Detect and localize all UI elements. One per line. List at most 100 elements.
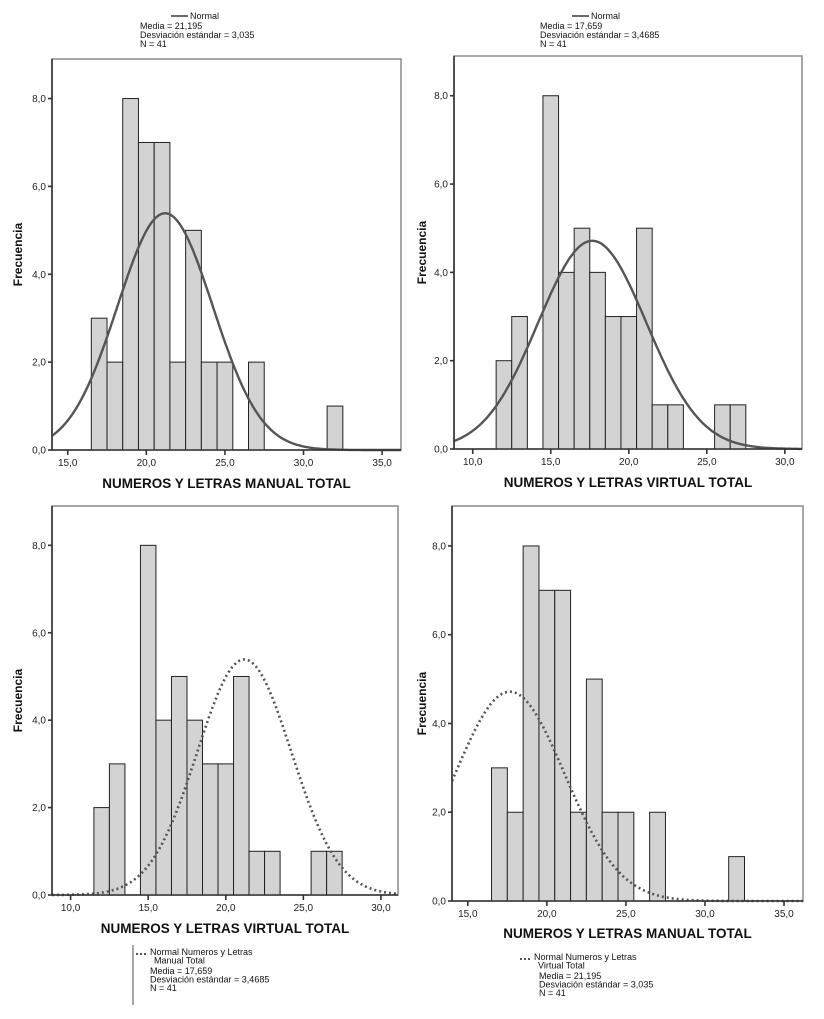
legend-entry: Manual Total bbox=[154, 956, 205, 966]
x-tick-label: 25,0 bbox=[697, 457, 717, 468]
y-tick-label: 8,0 bbox=[434, 91, 448, 102]
y-tick-label: 4,0 bbox=[434, 268, 448, 279]
histogram-bar bbox=[728, 856, 746, 902]
histogram-bar bbox=[506, 811, 524, 902]
histogram-bar bbox=[636, 227, 653, 450]
y-tick-label: 6,0 bbox=[432, 630, 446, 641]
y-tick-label: 4,0 bbox=[32, 716, 46, 727]
histogram-bar bbox=[620, 316, 638, 450]
x-tick-label: 30,0 bbox=[775, 457, 795, 468]
y-tick-label: 8,0 bbox=[32, 94, 46, 105]
histogram-bar bbox=[108, 763, 126, 896]
y-axis-title: Frecuencia bbox=[11, 668, 25, 732]
x-tick-label: 20,0 bbox=[137, 458, 157, 469]
histogram-bar bbox=[604, 316, 622, 450]
normal-curve bbox=[450, 690, 803, 903]
chart-panel-manual-total-vs-virtual-normal: 0,0 2,0 4,0 6,0 8,0 15,0 20,0 25,0 30,0 35,0 NUMER… bbox=[415, 505, 804, 998]
y-axis-title: Frecuencia bbox=[11, 222, 25, 286]
histogram-bar bbox=[106, 361, 124, 451]
x-tick-label: 15,0 bbox=[541, 457, 561, 468]
legend-stat: Media = 17,659 bbox=[150, 966, 212, 976]
y-tick-label: 6,0 bbox=[434, 180, 448, 191]
legend-entry: Normal Numeros y Letras bbox=[150, 947, 253, 957]
x-axis-title: NUMEROS Y LETRAS VIRTUAL TOTAL bbox=[504, 475, 753, 490]
y-tick-label: 8,0 bbox=[432, 541, 446, 552]
legend-stat: Media = 21,195 bbox=[539, 971, 601, 981]
histogram-bar bbox=[522, 545, 540, 902]
histogram-bar bbox=[714, 404, 731, 450]
histogram-bar bbox=[90, 317, 108, 451]
y-tick-label: 2,0 bbox=[32, 803, 46, 814]
histogram-bar bbox=[570, 811, 587, 902]
histogram-bar bbox=[573, 227, 591, 450]
y-axis-title: Frecuencia bbox=[415, 220, 429, 284]
normal-curve bbox=[453, 239, 802, 451]
x-tick-label: 15,0 bbox=[138, 903, 158, 914]
legend-stat: Media = 17,659 bbox=[540, 21, 602, 31]
y-tick-label: 8,0 bbox=[32, 541, 46, 552]
histogram-bar bbox=[122, 98, 139, 451]
y-tick-label: 0,0 bbox=[32, 446, 46, 457]
histogram-bar bbox=[170, 675, 188, 896]
histogram-bar bbox=[233, 675, 250, 896]
y-tick-label: 2,0 bbox=[432, 808, 446, 819]
x-tick-label: 30,0 bbox=[371, 903, 391, 914]
x-axis-title: NUMEROS Y LETRAS MANUAL TOTAL bbox=[503, 926, 752, 941]
legend-entry: Virtual Total bbox=[538, 961, 585, 971]
legend-stat: N = 41 bbox=[140, 39, 167, 49]
y-tick-label: 0,0 bbox=[432, 897, 446, 908]
x-tick-label: 10,0 bbox=[61, 903, 81, 914]
y-tick-label: 2,0 bbox=[32, 358, 46, 369]
legend-entry: Normal bbox=[190, 11, 219, 21]
histogram-bar bbox=[589, 271, 606, 450]
histogram-bar bbox=[202, 763, 219, 896]
legend-stat: N = 41 bbox=[540, 39, 567, 49]
histogram-bar bbox=[248, 361, 265, 451]
histogram-bar bbox=[617, 811, 635, 902]
histogram-bar bbox=[139, 544, 157, 896]
histogram-bar bbox=[495, 360, 513, 450]
x-tick-label: 20,0 bbox=[216, 903, 236, 914]
legend-entry: Normal bbox=[591, 11, 620, 21]
y-tick-label: 2,0 bbox=[434, 356, 448, 367]
histogram-bar bbox=[216, 361, 234, 451]
y-axis-title: Frecuencia bbox=[415, 671, 429, 735]
x-tick-label: 15,0 bbox=[458, 909, 478, 920]
x-axis-title: NUMEROS Y LETRAS MANUAL TOTAL bbox=[102, 476, 351, 491]
chart-panel-manual-total: 0,0 2,0 4,0 6,0 8,0 15,0 20,0 25,0 30,0 35,0 NUMER… bbox=[11, 11, 402, 491]
histogram-bar bbox=[310, 850, 328, 896]
histogram-bar bbox=[542, 95, 560, 450]
y-tick-label: 6,0 bbox=[32, 182, 46, 193]
x-tick-label: 20,0 bbox=[537, 909, 557, 920]
histogram-bar bbox=[554, 589, 572, 902]
histogram-bar bbox=[558, 271, 575, 450]
x-tick-label: 25,0 bbox=[616, 909, 636, 920]
histogram-bar bbox=[200, 361, 218, 451]
x-tick-label: 15,0 bbox=[58, 458, 78, 469]
y-tick-label: 0,0 bbox=[32, 891, 46, 902]
histogram-bar bbox=[649, 811, 666, 902]
histogram-bar bbox=[326, 850, 343, 896]
x-tick-label: 35,0 bbox=[372, 458, 392, 469]
histogram-bar bbox=[169, 361, 187, 451]
histogram-bar bbox=[217, 763, 235, 896]
histogram-bar bbox=[248, 850, 266, 896]
x-tick-label: 30,0 bbox=[695, 909, 715, 920]
histogram-bar bbox=[137, 141, 155, 451]
y-tick-label: 4,0 bbox=[32, 270, 46, 281]
legend-stat: Desviación estándar = 3,035 bbox=[539, 980, 653, 990]
x-tick-label: 20,0 bbox=[619, 457, 639, 468]
histogram-bar bbox=[264, 850, 281, 896]
y-tick-label: 0,0 bbox=[434, 445, 448, 456]
histogram-bar bbox=[667, 404, 684, 450]
legend-stat: Media = 21,195 bbox=[140, 21, 202, 31]
chart-panel-virtual-total-vs-manual-normal: 0,0 2,0 4,0 6,0 8,0 10,0 15,0 20,0 25,0 30,0 NUMER… bbox=[11, 505, 399, 1005]
x-axis-title: NUMEROS Y LETRAS VIRTUAL TOTAL bbox=[101, 921, 350, 936]
x-tick-label: 10,0 bbox=[463, 457, 483, 468]
legend-stat: Desviación estándar = 3,4685 bbox=[150, 975, 269, 985]
histogram-bar bbox=[651, 404, 669, 450]
